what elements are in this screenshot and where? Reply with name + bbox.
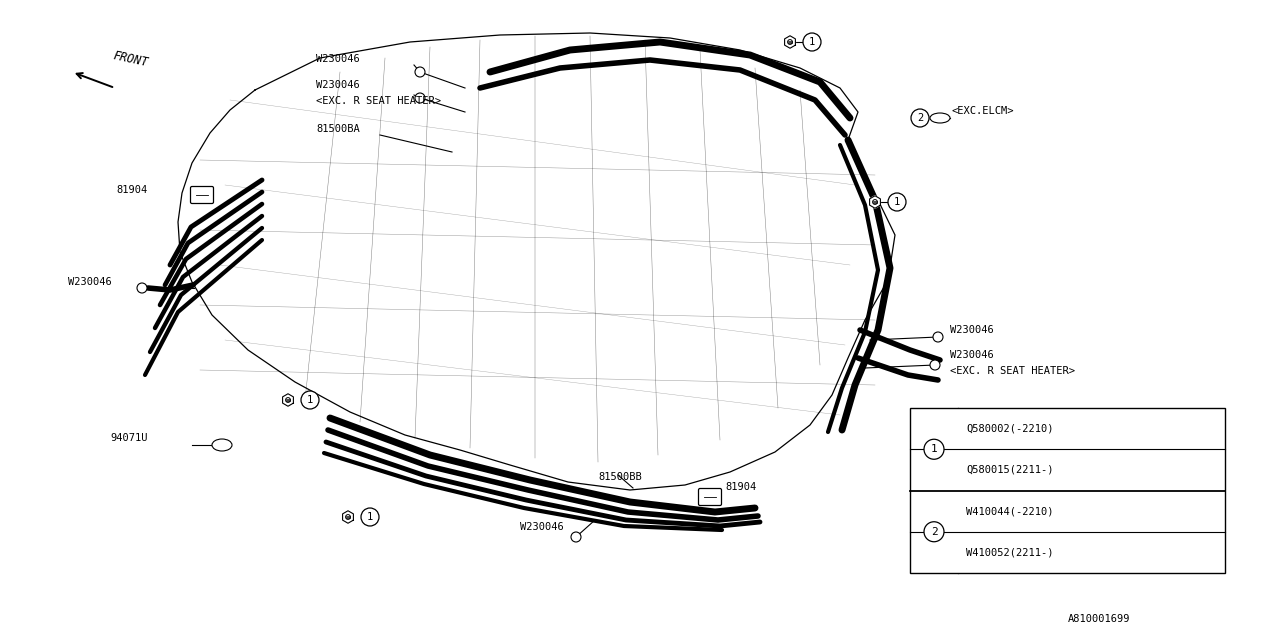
Text: 2: 2 [916,113,923,123]
Circle shape [931,360,940,370]
Text: 81500BB: 81500BB [598,472,641,482]
Text: W230046: W230046 [316,80,360,90]
Circle shape [137,283,147,293]
Polygon shape [869,196,881,208]
Text: 81500BA: 81500BA [316,124,360,134]
Text: 2: 2 [931,527,937,537]
Text: FRONT: FRONT [113,49,150,69]
Ellipse shape [212,439,232,451]
Circle shape [924,522,945,541]
Text: 94071U: 94071U [110,433,147,443]
Text: 1: 1 [367,512,374,522]
Circle shape [911,109,929,127]
Text: W230046: W230046 [520,522,563,532]
Text: W230046: W230046 [316,54,360,64]
Polygon shape [343,511,353,524]
Circle shape [301,391,319,409]
Bar [910,408,1225,573]
Text: W230046: W230046 [68,277,111,287]
Text: 81904: 81904 [116,185,147,195]
Text: Q580002(-2210): Q580002(-2210) [966,424,1053,434]
Circle shape [571,532,581,542]
Text: 1: 1 [931,444,937,454]
Text: 1: 1 [809,37,815,47]
Circle shape [803,33,820,51]
Circle shape [415,67,425,77]
Circle shape [933,332,943,342]
Ellipse shape [931,113,950,123]
Text: W410044(-2210): W410044(-2210) [966,506,1053,516]
Polygon shape [785,36,795,48]
Circle shape [361,508,379,526]
FancyBboxPatch shape [191,186,214,204]
Text: W410052(2211-): W410052(2211-) [966,547,1053,557]
Text: <EXC.ELCM>: <EXC.ELCM> [952,106,1015,116]
FancyBboxPatch shape [699,488,722,506]
Text: W230046: W230046 [950,350,993,360]
Text: 81904: 81904 [724,482,756,492]
Text: 1: 1 [307,395,314,405]
Circle shape [924,439,945,460]
Text: W230046: W230046 [950,325,993,335]
Text: 1: 1 [893,197,900,207]
Text: <EXC. R SEAT HEATER>: <EXC. R SEAT HEATER> [950,366,1075,376]
Circle shape [415,93,425,103]
Text: Q580015(2211-): Q580015(2211-) [966,465,1053,475]
Circle shape [888,193,906,211]
Text: A810001699: A810001699 [1068,614,1130,624]
Polygon shape [283,394,293,406]
Text: <EXC. R SEAT HEATER>: <EXC. R SEAT HEATER> [316,96,442,106]
